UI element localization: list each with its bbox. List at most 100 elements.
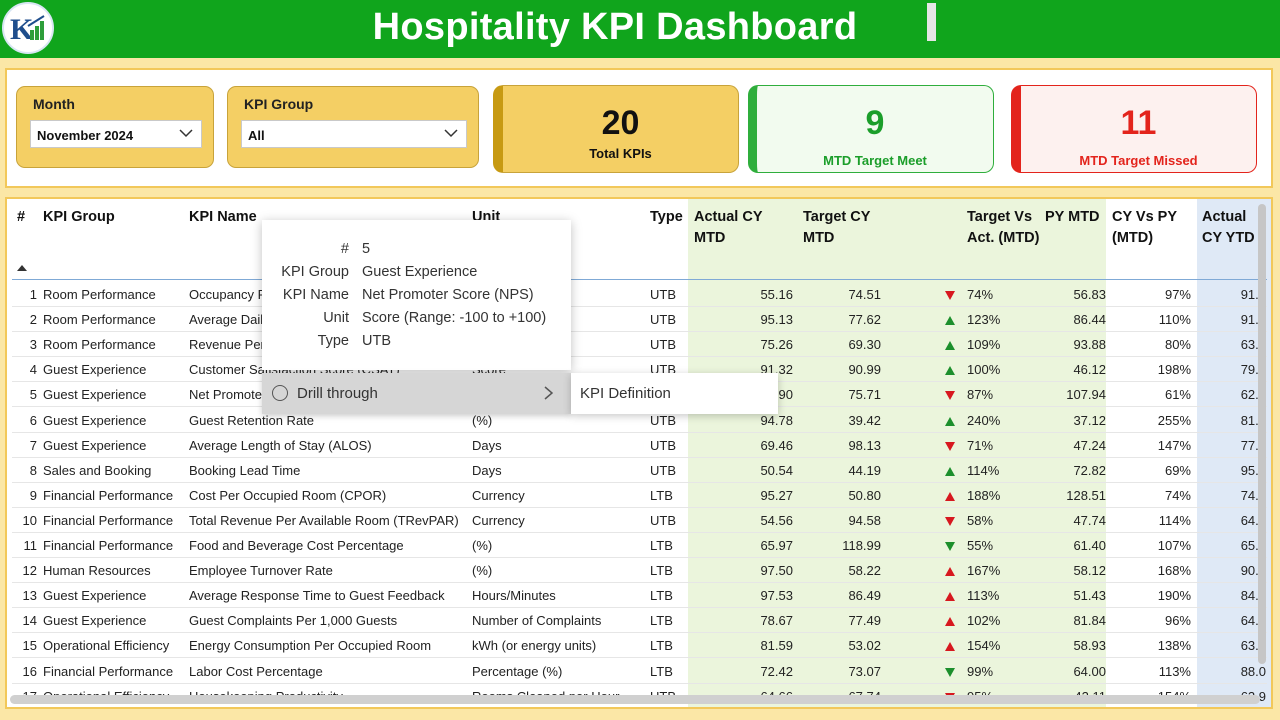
table-row[interactable]: 13 Guest Experience Average Response Time … <box>7 583 1271 609</box>
cell-unit: Hours/Minutes <box>472 588 556 604</box>
tooltip-key: # <box>340 241 349 257</box>
header-kpi-group[interactable]: KPI Group <box>43 209 115 225</box>
cell-kpi-group: Room Performance <box>43 337 156 353</box>
header-type[interactable]: Type <box>650 209 683 225</box>
table-row[interactable]: 8 Sales and Booking Booking Lead Time Days U… <box>7 458 1271 483</box>
month-slicer-label: Month <box>33 96 75 112</box>
cell-num: 8 <box>29 462 37 478</box>
header-num[interactable]: # <box>17 209 26 225</box>
mtd-target-missed-card[interactable]: 11 MTD Target Missed <box>1011 85 1257 173</box>
header-target-cy-mtd[interactable]: Target CY MTD <box>803 209 871 246</box>
header-actual-cy-mtd[interactable]: Actual CY MTD <box>694 209 763 246</box>
mtd-target-meet-card[interactable]: 9 MTD Target Meet <box>748 85 994 173</box>
kpi-group-dropdown[interactable]: All <box>241 120 467 148</box>
cell-actual-cy-ytd: 64.0 <box>1240 613 1266 629</box>
cell-unit: Number of Complaints <box>472 613 602 629</box>
month-dropdown[interactable]: November 2024 <box>30 120 202 148</box>
cell-py-mtd: 107.94 <box>1066 387 1106 403</box>
header-target-vs-act[interactable]: Target Vs Act. (MTD) <box>967 209 1040 246</box>
arrow-up-icon <box>945 592 955 602</box>
cell-kpi-name: Employee Turnover Rate <box>189 563 333 579</box>
table-row[interactable]: 7 Guest Experience Average Length of Stay … <box>7 433 1271 458</box>
header-actual-cy-ytd[interactable]: Actual CY YTD <box>1202 209 1255 246</box>
table-row[interactable]: 9 Financial Performance Cost Per Occupied … <box>7 483 1271 508</box>
drill-through-menu-item[interactable]: Drill through <box>262 373 571 414</box>
mtd-target-missed-value: 11 <box>1120 104 1157 142</box>
cell-py-mtd: 64.00 <box>1073 663 1106 679</box>
arrow-up-icon <box>945 366 955 376</box>
cell-kpi-group: Guest Experience <box>43 588 147 604</box>
cell-actual-cy-ytd: 63.3 <box>1240 638 1266 654</box>
sort-ascending-icon[interactable] <box>17 265 27 271</box>
cell-unit: Days <box>472 437 502 453</box>
arrow-up-icon <box>945 642 955 652</box>
cell-target-vs-act: 113% <box>967 588 1000 604</box>
row-divider <box>12 632 1267 634</box>
cell-py-mtd: 72.82 <box>1073 462 1106 478</box>
tooltip-value: Score (Range: -100 to +100) <box>362 310 547 326</box>
total-kpis-card[interactable]: 20 Total KPIs <box>493 85 739 173</box>
tooltip-key: KPI Group <box>281 264 349 280</box>
cell-target-vs-act: 109% <box>967 337 1001 353</box>
cell-target-vs-act: 123% <box>967 312 1001 328</box>
cell-actual-cy-mtd: 95.27 <box>760 487 793 503</box>
cell-target-cy-mtd: 98.13 <box>848 437 881 453</box>
cell-unit: Currency <box>472 512 525 528</box>
tooltip-row: KPI Group Guest Experience <box>262 264 571 287</box>
cell-target-cy-mtd: 53.02 <box>848 638 881 654</box>
arrow-up-icon <box>945 416 955 426</box>
row-tooltip: # 5 KPI Group Guest Experience KPI Name … <box>262 220 571 370</box>
cell-num: 7 <box>29 437 37 453</box>
cell-target-vs-act: 102% <box>967 613 1001 629</box>
cell-num: 1 <box>29 287 37 302</box>
cell-num: 3 <box>29 337 37 353</box>
cell-cy-vs-py: 113% <box>1158 663 1191 679</box>
header-py-mtd[interactable]: PY MTD <box>1045 209 1100 225</box>
cell-target-cy-mtd: 73.07 <box>848 663 881 679</box>
cell-actual-cy-ytd: 79.7 <box>1240 362 1266 378</box>
cell-actual-cy-ytd: 63.6 <box>1240 337 1266 353</box>
arrow-down-icon <box>945 391 955 401</box>
table-row[interactable]: 14 Guest Experience Guest Complaints Per 1… <box>7 608 1271 634</box>
kpi-definition-menu-item[interactable]: KPI Definition <box>571 373 778 414</box>
cell-target-cy-mtd: 77.49 <box>848 613 881 629</box>
table-row[interactable]: 10 Financial Performance Total Revenue Per… <box>7 508 1271 533</box>
arrow-up-icon <box>945 567 955 577</box>
header-bar: K Hospitality KPI Dashboard <box>0 0 1280 58</box>
cell-target-vs-act: 99% <box>967 663 994 679</box>
row-divider <box>12 531 1267 533</box>
table-row[interactable]: 15 Operational Efficiency Energy Consumpti… <box>7 633 1271 659</box>
cell-type: LTB <box>650 638 673 654</box>
cell-target-vs-act: 154% <box>967 638 1001 654</box>
row-divider <box>12 708 1267 709</box>
table-row[interactable]: 11 Financial Performance Food and Beverage… <box>7 533 1271 558</box>
horizontal-scrollbar[interactable] <box>10 695 1260 704</box>
vertical-scrollbar[interactable] <box>1258 204 1266 664</box>
cell-target-cy-mtd: 77.62 <box>848 312 881 328</box>
cell-type: UTB <box>650 512 676 528</box>
arrow-down-icon <box>945 667 955 677</box>
header-cy-vs-py[interactable]: CY Vs PY (MTD) <box>1112 209 1177 246</box>
table-row[interactable]: 16 Financial Performance Labor Cost Percen… <box>7 659 1271 684</box>
cell-num: 10 <box>22 512 37 528</box>
dashboard-title: Hospitality KPI Dashboard <box>372 6 858 48</box>
tooltip-value: 5 <box>362 241 371 257</box>
table-row[interactable]: 6 Guest Experience Guest Retention Rate (%… <box>7 408 1271 433</box>
kpi-group-dropdown-value: All <box>248 128 265 143</box>
cell-type: UTB <box>650 337 676 353</box>
cell-target-vs-act: 167% <box>967 563 1001 579</box>
cell-num: 11 <box>23 538 38 553</box>
tooltip-key: KPI Name <box>282 287 349 303</box>
cell-py-mtd: 46.12 <box>1073 362 1106 378</box>
cell-target-cy-mtd: 74.51 <box>848 287 881 302</box>
chevron-down-icon <box>179 129 193 138</box>
cell-target-vs-act: 58% <box>967 512 994 528</box>
header-kpi-name[interactable]: KPI Name <box>189 209 257 225</box>
table-row[interactable]: 12 Human Resources Employee Turnover Rate (… <box>7 558 1271 584</box>
cell-target-cy-mtd: 94.58 <box>848 512 881 528</box>
cell-target-vs-act: 240% <box>967 412 1001 428</box>
row-divider <box>12 682 1267 684</box>
